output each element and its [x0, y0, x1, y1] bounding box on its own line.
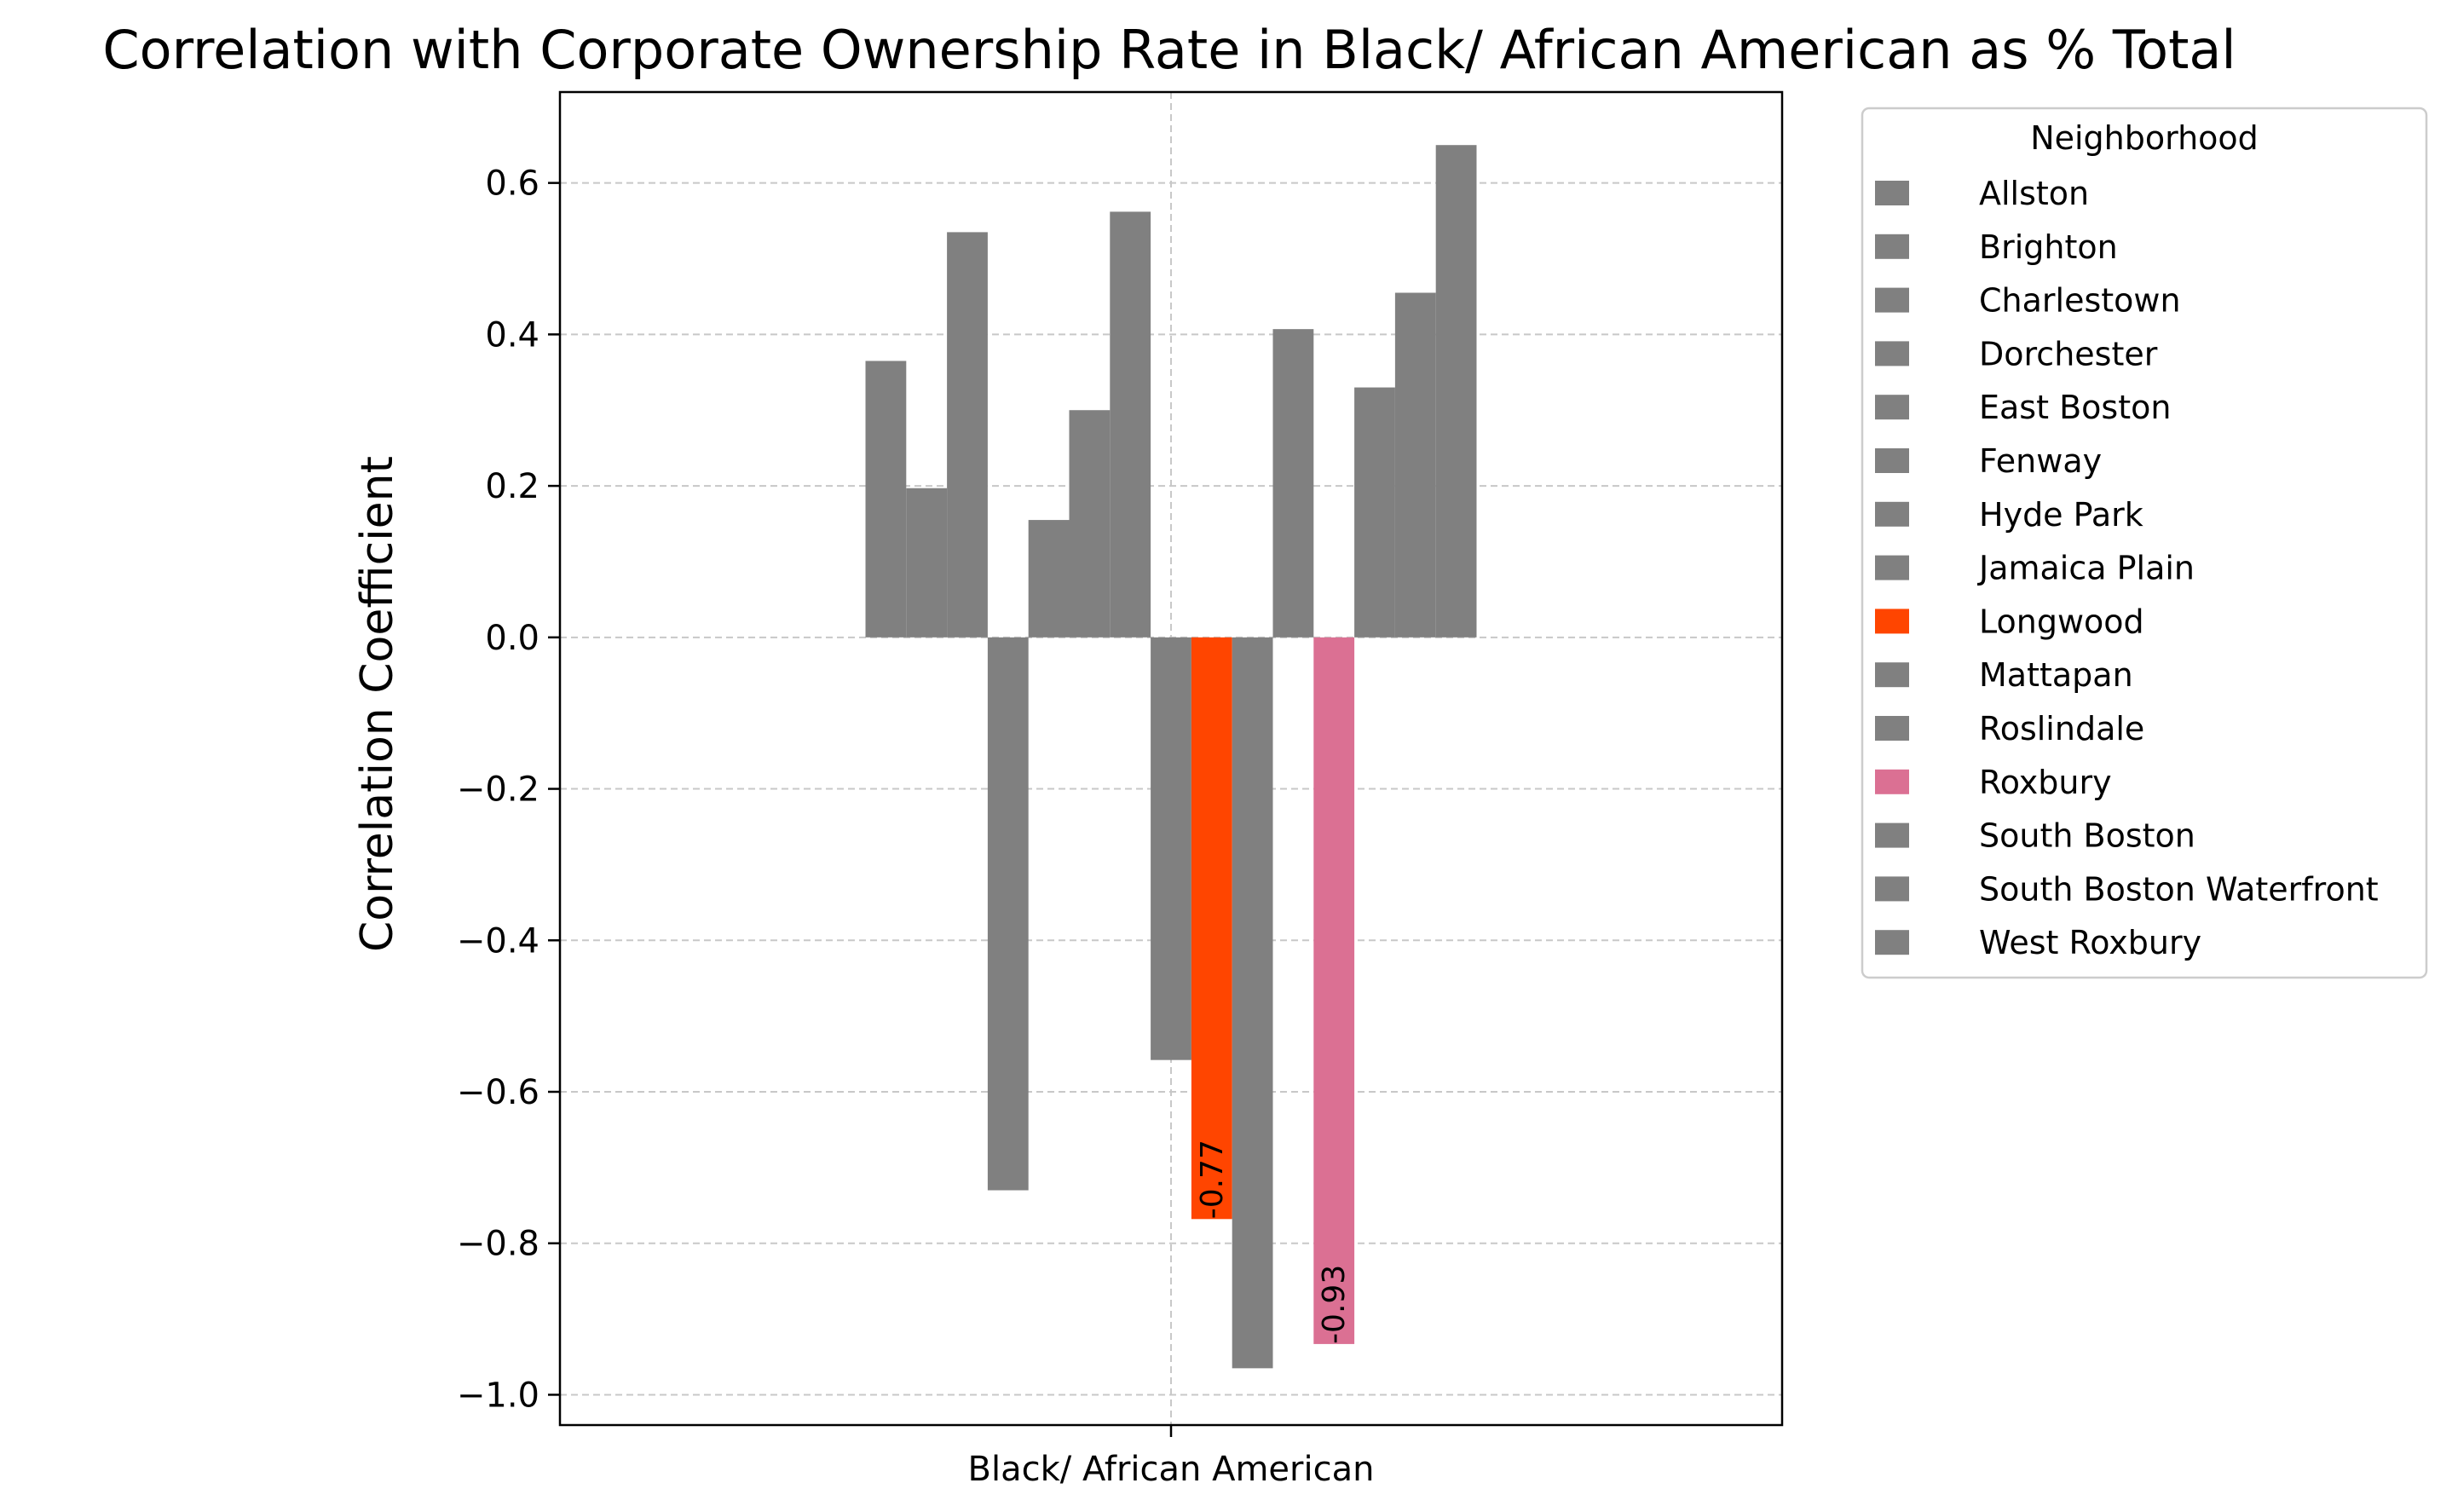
legend-swatch [1875, 716, 1909, 741]
legend-label: Mattapan [1979, 656, 2133, 694]
bar-south-boston [1354, 387, 1395, 638]
bar-roxbury [1313, 637, 1355, 1344]
legend-swatch [1875, 395, 1909, 420]
legend-swatch [1875, 662, 1909, 688]
legend-swatch [1875, 769, 1909, 794]
bar-south-boston-waterfront [1394, 292, 1436, 638]
y-tick-label: −1.0 [457, 1376, 539, 1415]
legend-swatch [1875, 609, 1909, 634]
bar-allston [865, 361, 907, 638]
legend-label: West Roxbury [1979, 924, 2201, 961]
y-tick-label: 0.0 [485, 619, 539, 658]
bar-value-label: -0.77 [1195, 1140, 1230, 1219]
bar-labels: -0.77 -0.93 [1195, 1140, 1352, 1344]
y-tick-label: 0.6 [485, 164, 539, 204]
legend-swatch [1875, 448, 1909, 473]
legend-swatch [1875, 234, 1909, 259]
legend-box [1861, 107, 2428, 979]
bar-roslindale [1272, 329, 1314, 638]
bar-longwood [1191, 637, 1232, 1220]
legend-swatch [1875, 822, 1909, 848]
legend-label: Fenway [1979, 442, 2102, 480]
bar-dorchester [987, 637, 1029, 1191]
bar-west-roxbury [1435, 145, 1477, 638]
legend-swatch [1875, 555, 1909, 580]
legend-swatch [1875, 287, 1909, 313]
legend-title: Neighborhood [2030, 119, 2259, 157]
bar-brighton [906, 488, 948, 638]
legend-label: Allston [1979, 175, 2089, 212]
legend-label: Roxbury [1979, 764, 2112, 801]
bar-mattapan [1232, 637, 1273, 1369]
legend-swatch [1875, 181, 1909, 205]
bars [865, 145, 1477, 1369]
legend-label: Hyde Park [1979, 496, 2143, 534]
legend-label: South Boston Waterfront [1979, 870, 2379, 908]
legend-label: East Boston [1979, 389, 2171, 426]
bar-hyde-park [1110, 211, 1151, 638]
y-tick-label: 0.4 [485, 315, 539, 355]
legend-entries: Allston Brighton Charlestown Dorchester East… [1875, 175, 2379, 961]
legend: Neighborhood Allston Brighton Charlestown D… [1861, 107, 2428, 979]
legend-swatch [1875, 501, 1909, 527]
x-tick-label: Black/ African American [968, 1450, 1375, 1489]
y-tick-label: −0.8 [457, 1225, 539, 1264]
chart-title: Correlation with Corporate Ownership Rat… [102, 19, 2236, 81]
bar-value-label: -0.93 [1317, 1265, 1352, 1344]
legend-swatch [1875, 341, 1909, 366]
y-tick-label: −0.2 [457, 770, 539, 810]
legend-label: Brighton [1979, 228, 2118, 266]
legend-label: Jamaica Plain [1977, 550, 2195, 587]
bar-fenway [1069, 410, 1111, 638]
bar-east-boston [1028, 520, 1070, 638]
legend-label: Longwood [1979, 603, 2144, 640]
legend-label: South Boston [1979, 817, 2195, 855]
legend-swatch [1875, 876, 1909, 902]
y-tick-label: −0.4 [457, 921, 539, 961]
y-axis-ticks: −1.0 −0.8 −0.6 −0.4 −0.2 0.0 0.2 0.4 0.6 [457, 164, 560, 1415]
legend-label: Roslindale [1979, 710, 2144, 747]
legend-swatch [1875, 930, 1909, 955]
x-axis-ticks: Black/ African American [968, 1425, 1375, 1489]
legend-label: Charlestown [1979, 282, 2181, 320]
legend-label: Dorchester [1979, 335, 2158, 372]
y-tick-label: −0.6 [457, 1073, 539, 1112]
y-axis-label: Correlation Coefficient [352, 456, 403, 952]
bar-charlestown [947, 232, 988, 638]
y-tick-label: 0.2 [485, 467, 539, 506]
bar-jamaica-plain [1151, 637, 1191, 1060]
